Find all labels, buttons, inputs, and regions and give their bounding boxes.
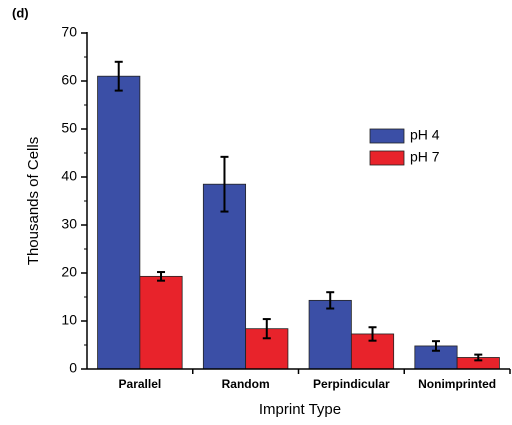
y-tick-label: 50 [61, 120, 77, 136]
y-tick-label: 40 [61, 168, 77, 184]
error-bar [114, 60, 123, 92]
y-tick-label: 60 [61, 72, 77, 88]
x-tick-label: Parallel [119, 377, 162, 391]
x-tick-label: Perpindicular [313, 377, 390, 391]
error-bar [368, 326, 377, 342]
error-bar [431, 340, 440, 352]
y-tick-label: 30 [61, 216, 77, 232]
y-tick-label: 10 [61, 312, 77, 328]
error-bar [220, 155, 229, 213]
error-bar [326, 291, 335, 310]
error-bar [474, 353, 483, 362]
y-axis-label: Thousands of Cells [25, 137, 42, 265]
x-axis-label: Imprint Type [259, 401, 341, 418]
x-tick-label: Nonimprinted [418, 377, 496, 391]
y-tick-label: 70 [61, 24, 77, 40]
x-tick-label: Random [222, 377, 270, 391]
legend-swatch [369, 150, 405, 166]
legend-swatch [369, 128, 405, 144]
error-bar [157, 271, 166, 282]
y-tick-label: 20 [61, 264, 77, 280]
error-bar [262, 318, 271, 340]
bar [97, 75, 141, 370]
y-tick-label: 0 [69, 360, 77, 376]
bar [139, 275, 183, 370]
legend-label: pH 7 [410, 149, 440, 165]
bar [202, 183, 247, 370]
bar [308, 299, 352, 370]
legend-label: pH 4 [410, 127, 440, 143]
panel-label: (d) [12, 5, 29, 20]
